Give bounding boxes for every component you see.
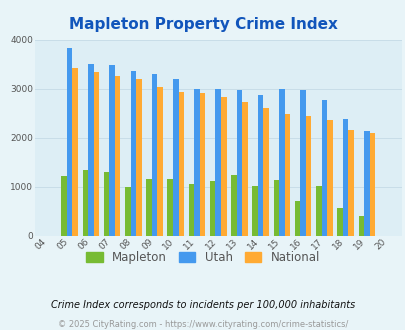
Bar	[273, 181, 279, 236]
Bar	[167, 180, 173, 236]
Bar	[157, 87, 162, 236]
Bar	[188, 184, 194, 236]
Bar	[294, 201, 300, 236]
Bar	[279, 89, 284, 236]
Bar	[209, 181, 215, 236]
Text: Crime Index corresponds to incidents per 100,000 inhabitants: Crime Index corresponds to incidents per…	[51, 300, 354, 310]
Bar	[321, 100, 326, 236]
Bar	[242, 102, 247, 236]
Bar	[115, 76, 120, 236]
Bar	[342, 119, 347, 236]
Bar	[67, 49, 72, 236]
Bar	[300, 90, 305, 236]
Bar	[136, 79, 141, 236]
Bar	[337, 208, 342, 236]
Bar	[305, 116, 311, 236]
Bar	[284, 114, 290, 236]
Bar	[230, 175, 236, 236]
Bar	[109, 65, 115, 236]
Bar	[93, 73, 99, 236]
Bar	[315, 186, 321, 236]
Bar	[173, 79, 178, 236]
Bar	[363, 131, 369, 236]
Bar	[178, 92, 183, 236]
Bar	[236, 90, 242, 236]
Text: © 2025 CityRating.com - https://www.cityrating.com/crime-statistics/: © 2025 CityRating.com - https://www.city…	[58, 319, 347, 329]
Bar	[130, 71, 136, 236]
Bar	[358, 216, 363, 236]
Bar	[199, 93, 205, 236]
Bar	[104, 172, 109, 236]
Bar	[88, 64, 93, 236]
Bar	[347, 130, 353, 236]
Bar	[369, 133, 374, 236]
Bar	[125, 187, 130, 236]
Text: Mapleton Property Crime Index: Mapleton Property Crime Index	[68, 17, 337, 32]
Bar	[194, 89, 199, 236]
Bar	[151, 75, 157, 236]
Legend: Mapleton, Utah, National: Mapleton, Utah, National	[81, 246, 324, 269]
Bar	[61, 176, 67, 236]
Bar	[82, 170, 88, 236]
Bar	[326, 120, 332, 236]
Bar	[146, 180, 151, 236]
Bar	[263, 108, 269, 236]
Bar	[220, 97, 226, 236]
Bar	[252, 186, 257, 236]
Bar	[215, 89, 220, 236]
Bar	[257, 95, 263, 236]
Bar	[72, 68, 78, 236]
